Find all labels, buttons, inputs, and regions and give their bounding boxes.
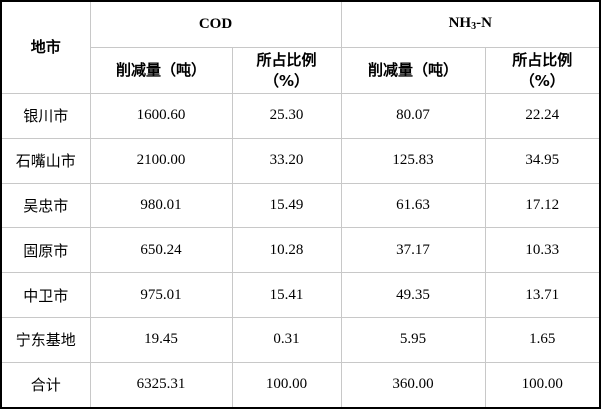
cell-city: 吴忠市 (2, 182, 91, 229)
table-row: 宁东基地 19.45 0.31 5.95 1.65 (2, 316, 600, 363)
cell-nh-t: 125.83 (340, 137, 486, 184)
cell-nh-p: 13.71 (484, 272, 600, 318)
cell-nh-p: 10.33 (484, 227, 600, 274)
header-nh3n-reduction: 削减量（吨） (340, 47, 486, 95)
table-row: 固原市 650.24 10.28 37.17 10.33 (2, 227, 600, 274)
cell-cod-p: 0.31 (231, 316, 342, 363)
cell-city: 固原市 (2, 227, 91, 274)
cell-nh-p: 34.95 (484, 137, 600, 184)
cell-nh-p: 1.65 (484, 316, 600, 363)
header-nh3n-tail: -N (476, 14, 492, 31)
cell-cod-p: 33.20 (231, 137, 342, 184)
header-cod-reduction: 削减量（吨） (90, 47, 233, 95)
header-nh3n-ratio: 所占比例 （%） (484, 47, 600, 95)
cell-cod-t: 650.24 (89, 227, 233, 274)
cell-city: 宁东基地 (2, 316, 91, 363)
cell-cod-p: 25.30 (231, 93, 342, 139)
cell-cod-t: 1600.60 (89, 93, 233, 139)
cell-cod-p: 100.00 (231, 361, 342, 407)
cell-cod-t: 19.45 (89, 316, 233, 363)
header-nh3n: NH3-N (340, 2, 600, 49)
table-row: 中卫市 975.01 15.41 49.35 13.71 (2, 272, 600, 318)
cell-city: 合计 (2, 361, 91, 407)
table-row: 合计 6325.31 100.00 360.00 100.00 (2, 361, 600, 407)
cell-city: 石嘴山市 (2, 137, 91, 184)
table-row: 石嘴山市 2100.00 33.20 125.83 34.95 (2, 137, 600, 184)
cell-nh-t: 80.07 (340, 93, 486, 139)
cell-cod-t: 975.01 (89, 272, 233, 318)
cell-nh-t: 61.63 (340, 182, 486, 229)
cell-nh-p: 17.12 (484, 182, 600, 229)
cell-nh-t: 360.00 (340, 361, 486, 407)
header-city: 地市 (2, 2, 91, 95)
cell-cod-p: 15.41 (231, 272, 342, 318)
header-cod-ratio: 所占比例 （%） (231, 47, 342, 95)
cell-cod-t: 980.01 (89, 182, 233, 229)
ratio-line1: 所占比例 (512, 50, 573, 69)
cell-city: 中卫市 (2, 272, 91, 318)
ratio-line2: （%） (519, 71, 565, 90)
cell-cod-p: 10.28 (231, 227, 342, 274)
cell-nh-t: 49.35 (340, 272, 486, 318)
cell-cod-t: 2100.00 (89, 137, 233, 184)
cell-cod-t: 6325.31 (89, 361, 233, 407)
header-row-2: 削减量（吨） 所占比例 （%） 削减量（吨） 所占比例 （%） (2, 47, 600, 95)
header-nh3n-sub: 3 (471, 20, 477, 32)
header-nh3n-main: NH (448, 14, 472, 31)
ratio-line1: 所占比例 (256, 50, 317, 69)
cell-cod-p: 15.49 (231, 182, 342, 229)
table-row: 吴忠市 980.01 15.49 61.63 17.12 (2, 182, 600, 229)
table-row: 银川市 1600.60 25.30 80.07 22.24 (2, 93, 600, 139)
cell-nh-p: 100.00 (484, 361, 600, 407)
cell-nh-p: 22.24 (484, 93, 600, 139)
cell-city: 银川市 (2, 93, 91, 139)
header-cod: COD (89, 2, 342, 49)
cell-nh-t: 37.17 (340, 227, 486, 274)
cell-nh-t: 5.95 (340, 316, 486, 363)
ratio-line2: （%） (263, 71, 310, 90)
header-row-1: 地市 COD NH3-N (2, 2, 600, 95)
